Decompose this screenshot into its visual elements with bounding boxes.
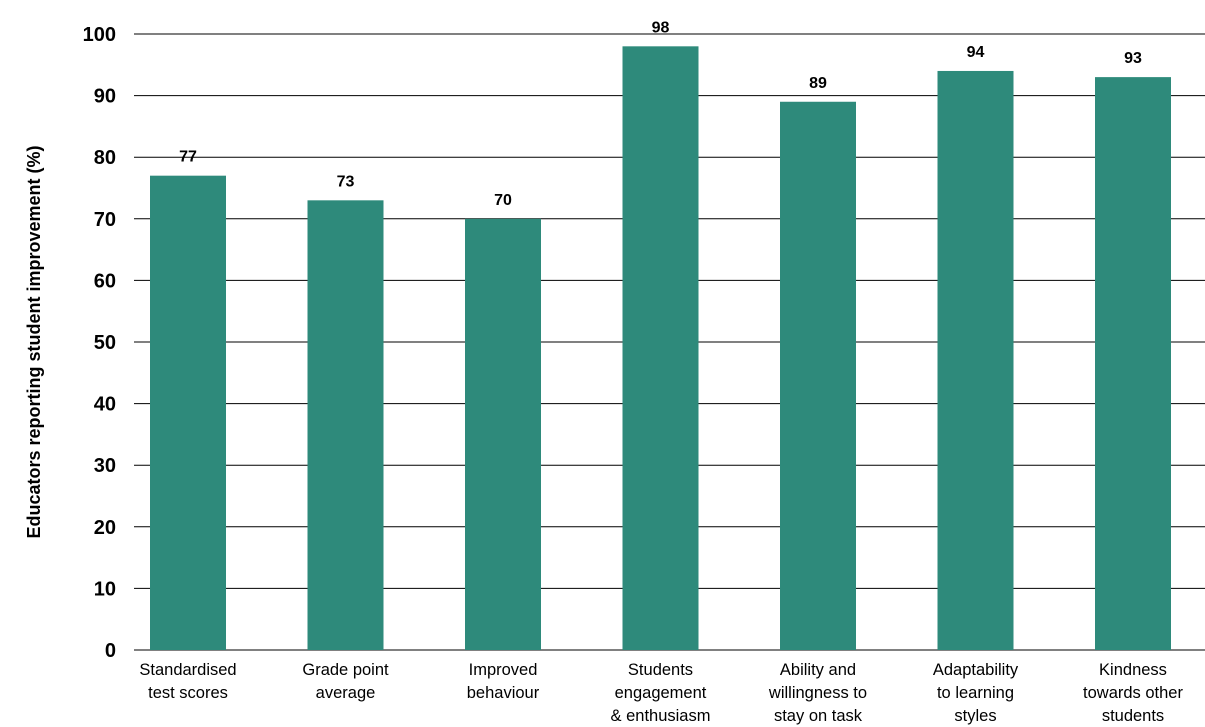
x-category-label: to learning (937, 684, 1014, 702)
x-category-label: styles (954, 707, 996, 725)
x-category-label: average (316, 684, 376, 702)
y-tick-label: 20 (94, 517, 116, 539)
bar (622, 46, 699, 650)
y-tick-label: 0 (105, 640, 116, 662)
data-label: 70 (494, 192, 512, 209)
x-category-label: Improved (469, 661, 538, 679)
x-category-label: Kindness (1099, 661, 1167, 679)
bar (465, 218, 541, 651)
x-category-label: willingness to (768, 684, 867, 702)
data-labels: 77 73 70 98 89 94 93 (179, 19, 1142, 208)
bar (1095, 77, 1171, 651)
x-category-label: behaviour (467, 684, 540, 702)
y-tick-label: 30 (94, 455, 116, 477)
x-category-label: Students (628, 661, 693, 679)
x-category-label: students (1102, 707, 1164, 725)
x-category-label: & enthusiasm (611, 707, 711, 725)
x-category-label: test scores (148, 684, 228, 702)
bar (780, 101, 856, 650)
x-category-label: Adaptability (933, 661, 1019, 679)
x-category-label: Grade point (302, 661, 389, 679)
data-label: 98 (652, 19, 670, 36)
x-category-label: towards other (1083, 684, 1183, 702)
data-label: 73 (337, 173, 355, 190)
data-label: 94 (967, 44, 985, 61)
x-category-label: Standardised (139, 661, 236, 679)
y-tick-label: 40 (94, 394, 116, 416)
data-label: 93 (1124, 50, 1142, 67)
bar (307, 200, 384, 650)
bars (150, 46, 1171, 651)
y-tick-label: 60 (94, 270, 116, 292)
y-tick-label: 70 (94, 209, 116, 231)
x-category-label: stay on task (774, 707, 863, 725)
x-category-labels: Standardised test scores Grade point averag… (139, 661, 1183, 725)
x-category-label: Ability and (780, 661, 856, 679)
data-label: 77 (179, 149, 197, 166)
y-tick-labels: 0 10 20 30 40 50 60 70 80 90 100 (83, 24, 116, 662)
bar (937, 70, 1014, 650)
y-tick-label: 90 (94, 86, 116, 108)
y-tick-label: 100 (83, 24, 116, 46)
bar (150, 175, 226, 650)
data-label: 89 (809, 75, 827, 92)
y-tick-label: 80 (94, 147, 116, 169)
x-category-label: engagement (615, 684, 707, 702)
y-axis-title: Educators reporting student improvement … (24, 145, 44, 538)
y-tick-label: 50 (94, 332, 116, 354)
y-tick-label: 10 (94, 578, 116, 600)
